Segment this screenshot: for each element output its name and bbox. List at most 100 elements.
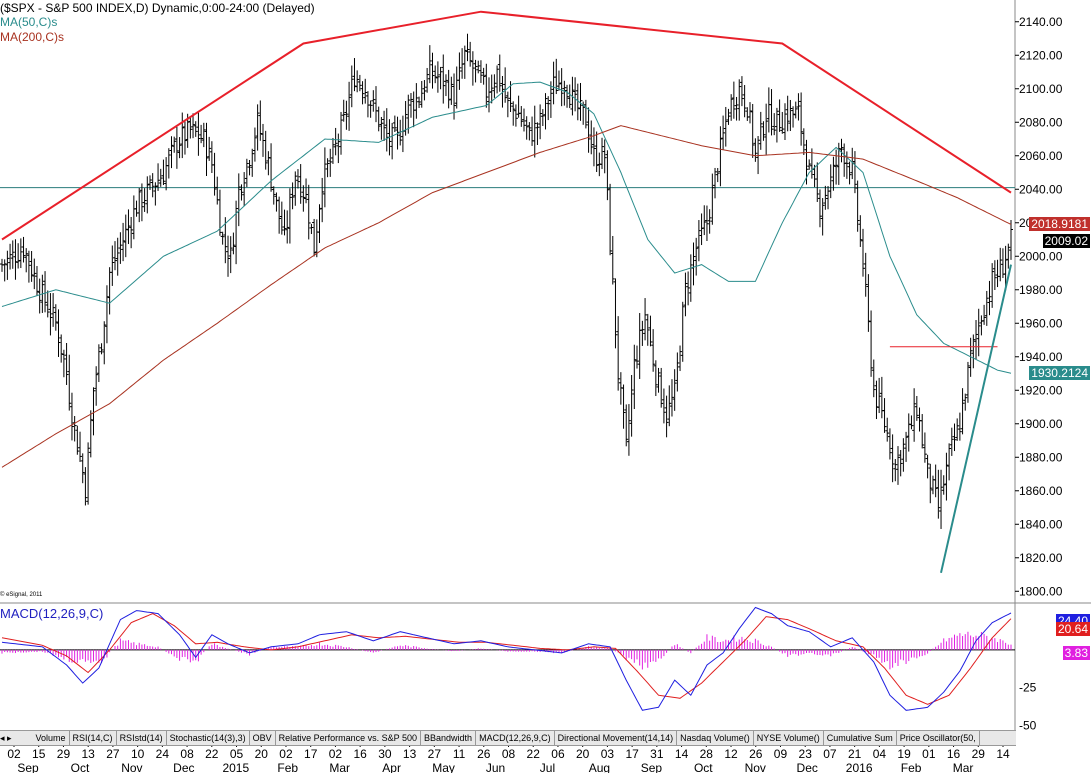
indicator-tab[interactable]: OBV [250, 731, 276, 745]
x-tick-label: 16 [947, 747, 961, 761]
indicator-tab[interactable]: Cumulative Sum [824, 731, 897, 745]
x-tick-label: 22 [205, 747, 219, 761]
price-tick-label: 2000.00 [1019, 249, 1063, 263]
x-tick-label: 12 [724, 747, 738, 761]
x-month-label: Oct [71, 761, 90, 773]
ma50-price-label: 1930.2124 [1029, 366, 1090, 380]
x-tick-label: 10 [131, 747, 145, 761]
indicator-tab[interactable]: RSIstd(14) [117, 731, 167, 745]
x-tick-label: 09 [774, 747, 788, 761]
x-month-label: Mar [329, 761, 350, 773]
macd-title: MACD(12,26,9,C) [0, 606, 104, 621]
legend-ma200: MA(200,C)s [0, 30, 65, 44]
x-month-label: 2016 [846, 761, 873, 773]
indicator-tab[interactable]: Stochastic(14(3),3) [167, 731, 250, 745]
x-month-label: May [432, 761, 455, 773]
x-tick-label: 01 [922, 747, 936, 761]
indicator-tab[interactable]: RSI(14,C) [70, 731, 117, 745]
copyright-text: © eSignal, 2011 [0, 592, 43, 598]
x-tick-label: 30 [378, 747, 392, 761]
x-tick-label: 20 [576, 747, 590, 761]
x-tick-label: 22 [527, 747, 541, 761]
macd-tick-label: -50 [1019, 718, 1037, 732]
price-tick-label: 1840.00 [1019, 517, 1063, 531]
x-tick-label: 28 [700, 747, 714, 761]
x-tick-label: 08 [180, 747, 194, 761]
chart-title: ($SPX - S&P 500 INDEX,D) Dynamic,0:00-24… [0, 1, 315, 15]
x-tick-label: 02 [7, 747, 21, 761]
x-tick-label: 11 [453, 747, 466, 761]
signal-value-label: 20.64 [1055, 622, 1090, 636]
x-tick-label: 03 [601, 747, 615, 761]
tab-scroll-arrows[interactable]: ◂ ▸ [0, 733, 12, 743]
indicator-tab[interactable]: Price Oscillator(50, [897, 731, 980, 745]
price-tick-label: 1920.00 [1019, 383, 1063, 397]
price-tick-label: 1860.00 [1019, 484, 1063, 498]
indicator-tab[interactable]: BBandwidth [421, 731, 477, 745]
x-tick-label: 06 [551, 747, 565, 761]
macd-line [1, 606, 1012, 711]
price-tick-label: 2100.00 [1019, 82, 1063, 96]
x-tick-label: 29 [57, 747, 71, 761]
x-tick-label: 26 [749, 747, 763, 761]
price-tick-label: 1900.00 [1019, 417, 1063, 431]
x-month-label: Sep [17, 761, 39, 773]
indicator-tab[interactable]: MACD(12,26,9,C) [476, 731, 555, 745]
price-tick-label: 1980.00 [1019, 283, 1063, 297]
x-tick-label: 14 [996, 747, 1010, 761]
indicator-tab[interactable]: Relative Performance vs. S&P 500 [276, 731, 422, 745]
x-month-label: Dec [797, 761, 818, 773]
trendline [1, 10, 1012, 241]
x-tick-label: 02 [329, 747, 343, 761]
x-month-label: Feb [277, 761, 298, 773]
x-tick-label: 27 [106, 747, 120, 761]
x-tick-label: 24 [156, 747, 170, 761]
x-month-label: Nov [745, 761, 766, 773]
x-tick-label: 08 [502, 747, 516, 761]
x-month-label: Feb [901, 761, 922, 773]
indicator-tab[interactable]: Volume [33, 731, 70, 745]
x-tick-label: 05 [230, 747, 244, 761]
x-tick-label: 27 [428, 747, 442, 761]
indicator-tab[interactable]: Nasdaq Volume() [677, 731, 754, 745]
x-tick-label: 19 [897, 747, 911, 761]
price-tick-label: 1880.00 [1019, 450, 1063, 464]
price-tick-label: 1820.00 [1019, 551, 1063, 565]
x-tick-label: 13 [403, 747, 417, 761]
x-tick-label: 26 [477, 747, 491, 761]
indicator-tab[interactable]: Directional Movement(14,14) [555, 731, 678, 745]
price-tick-label: 1960.00 [1019, 316, 1063, 330]
x-month-label: Jun [486, 761, 505, 773]
price-tick-label: 2120.00 [1019, 48, 1063, 62]
indicator-tab[interactable]: NYSE Volume() [754, 731, 824, 745]
x-tick-label: 14 [675, 747, 689, 761]
x-month-label: Oct [694, 761, 713, 773]
x-tick-label: 04 [873, 747, 887, 761]
x-tick-label: 21 [848, 747, 862, 761]
x-tick-label: 29 [972, 747, 986, 761]
x-month-label: Dec [173, 761, 194, 773]
x-tick-label: 02 [279, 747, 293, 761]
x-tick-label: 31 [650, 747, 664, 761]
ma200-line [1, 125, 1012, 468]
x-tick-label: 17 [304, 747, 318, 761]
x-month-label: Nov [121, 761, 142, 773]
x-month-label: 2015 [222, 761, 249, 773]
x-month-label: Mar [953, 761, 974, 773]
histogram-value-label: 3.83 [1062, 646, 1090, 660]
macd-tick-label: -25 [1019, 681, 1037, 695]
ma50-line [1, 81, 1012, 374]
price-tick-label: 2140.00 [1019, 15, 1063, 29]
legend-ma50: MA(50,C)s [0, 15, 58, 29]
trendline [940, 264, 1012, 574]
x-tick-label: 23 [799, 747, 813, 761]
x-tick-label: 15 [32, 747, 46, 761]
x-tick-label: 07 [823, 747, 837, 761]
ma200-price-label: 2018.9181 [1029, 217, 1090, 231]
x-month-label: Jul [540, 761, 555, 773]
price-tick-label: 1940.00 [1019, 350, 1063, 364]
x-tick-label: 20 [255, 747, 269, 761]
indicator-tab-bar: ◂ ▸ Volume RSI(14,C) RSIstd(14) Stochastic(… [0, 730, 1016, 746]
